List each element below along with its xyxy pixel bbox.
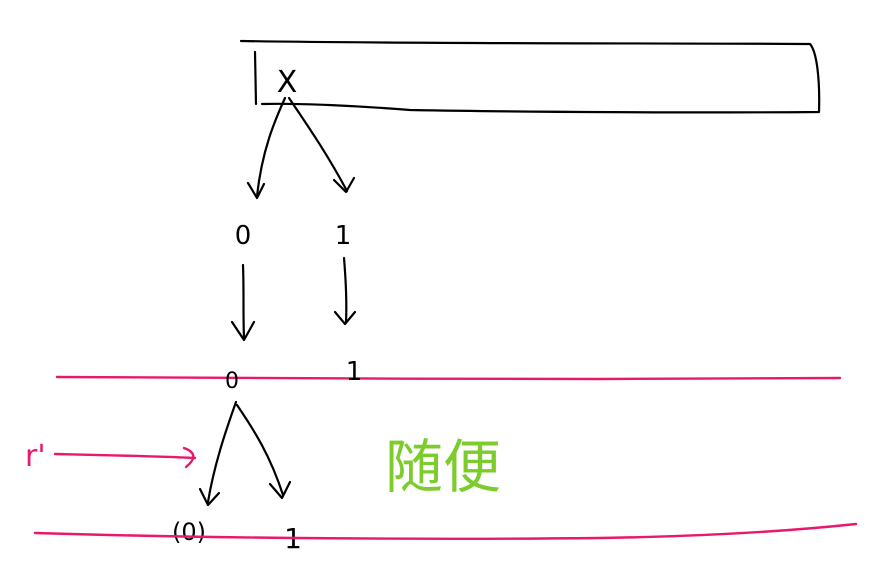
- pink-annotation-arrow: [53, 446, 197, 469]
- level2-left-branch: [198, 400, 238, 507]
- left-branch-label: 0: [235, 221, 252, 251]
- level2-left-node: (0): [172, 518, 206, 546]
- left-branch-arrow: [246, 96, 287, 200]
- right-down-arrow: [333, 256, 357, 326]
- level2-right-branch: [235, 403, 292, 500]
- right-branch-label: 1: [335, 221, 352, 251]
- level1-left-node: 0: [225, 369, 239, 394]
- lower-rule-line: [33, 522, 858, 540]
- green-annotation-text: 随便: [385, 433, 501, 501]
- register-label: X: [277, 65, 298, 100]
- pink-annotation-label: r': [25, 439, 46, 474]
- right-branch-arrow: [287, 96, 356, 194]
- register-box: [239, 39, 821, 114]
- upper-rule-line: [55, 375, 842, 381]
- level1-right-node: 1: [346, 357, 363, 387]
- left-down-arrow: [230, 263, 256, 342]
